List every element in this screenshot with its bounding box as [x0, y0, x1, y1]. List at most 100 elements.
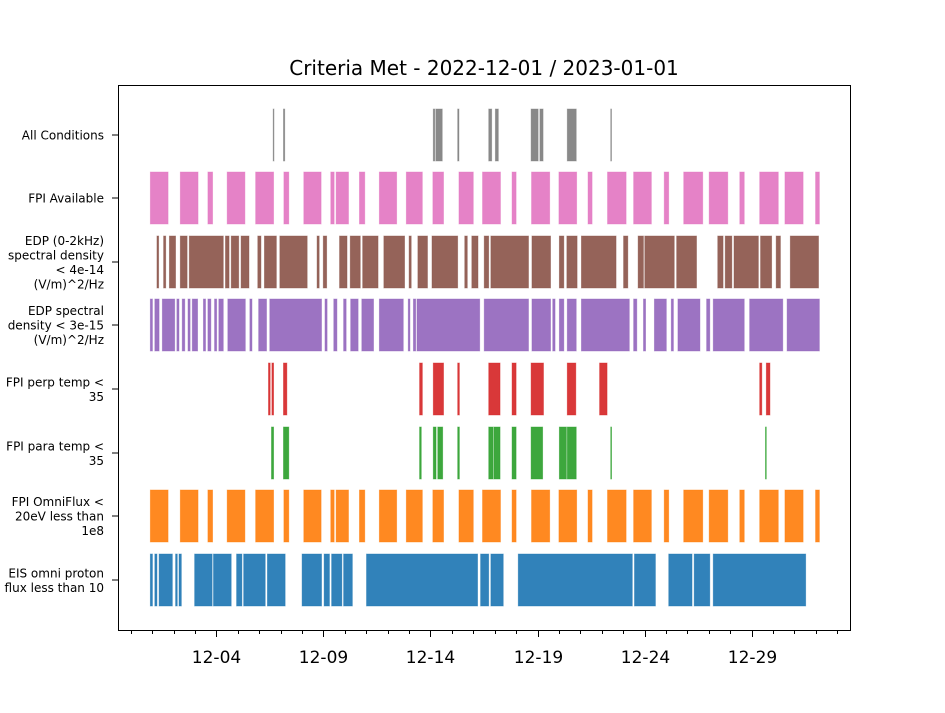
- interval-bar: [257, 235, 262, 289]
- interval-bar: [361, 298, 374, 352]
- interval-bar: [432, 171, 444, 225]
- x-tick-label: 12-19: [514, 648, 563, 668]
- interval-bar: [405, 489, 423, 543]
- interval-bar: [240, 235, 250, 289]
- interval-bar: [271, 362, 275, 416]
- interval-bar: [176, 298, 180, 352]
- interval-bar: [437, 426, 444, 480]
- interval-bar: [580, 235, 617, 289]
- interval-bar: [154, 298, 160, 352]
- interval-bar: [663, 171, 670, 225]
- interval-bar: [566, 108, 577, 162]
- interval-bar: [349, 235, 361, 289]
- series-2: [156, 235, 819, 289]
- interval-bar: [179, 235, 188, 289]
- interval-bar: [580, 298, 630, 352]
- interval-bar: [464, 235, 468, 289]
- interval-bar: [566, 426, 577, 480]
- interval-bar: [236, 553, 243, 607]
- interval-bar: [634, 553, 656, 607]
- interval-bar: [706, 298, 711, 352]
- interval-bar: [712, 553, 807, 607]
- interval-bar: [488, 362, 501, 416]
- interval-bar: [676, 235, 697, 289]
- interval-bar: [359, 489, 366, 543]
- y-tick-label: FPI OmniFlux <: [12, 495, 104, 509]
- interval-bar: [154, 553, 158, 607]
- interval-bar: [243, 553, 266, 607]
- interval-bar: [530, 362, 544, 416]
- interval-bar: [683, 171, 704, 225]
- interval-bar: [301, 553, 322, 607]
- interval-bar: [188, 235, 224, 289]
- interval-bar: [207, 298, 212, 352]
- x-tick-label: 12-14: [406, 648, 455, 668]
- interval-bar: [283, 426, 290, 480]
- interval-bar: [168, 235, 176, 289]
- interval-bar: [272, 108, 275, 162]
- interval-bar: [266, 553, 286, 607]
- interval-bar: [566, 298, 577, 352]
- interval-bar: [202, 298, 206, 352]
- interval-bar: [194, 553, 213, 607]
- interval-bar: [335, 171, 349, 225]
- interval-bar: [759, 362, 763, 416]
- interval-bar: [161, 298, 176, 352]
- interval-bar: [724, 235, 733, 289]
- interval-bar: [607, 171, 627, 225]
- series-7: [149, 553, 807, 607]
- interval-bar: [322, 235, 328, 289]
- interval-bar: [431, 235, 459, 289]
- interval-bar: [249, 298, 253, 352]
- interval-bar: [230, 235, 240, 289]
- interval-bar: [432, 426, 437, 480]
- series-3: [149, 298, 820, 352]
- y-tick-label: 35: [89, 454, 104, 468]
- interval-bar: [637, 235, 644, 289]
- interval-bar: [530, 426, 544, 480]
- interval-bar: [303, 171, 322, 225]
- interval-bar: [359, 171, 366, 225]
- interval-bar: [457, 108, 460, 162]
- interval-bar: [677, 298, 701, 352]
- x-tick-label: 12-04: [192, 648, 241, 668]
- interval-bar: [283, 171, 290, 225]
- interval-bar: [362, 235, 379, 289]
- interval-bar: [587, 489, 593, 543]
- y-tick-label: 20eV less than: [15, 510, 104, 524]
- interval-bar: [765, 362, 771, 416]
- interval-bar: [227, 298, 246, 352]
- interval-bar: [739, 171, 745, 225]
- interval-bar: [435, 108, 443, 162]
- interval-bar: [511, 426, 517, 480]
- interval-bar: [483, 235, 490, 289]
- interval-bar: [432, 362, 444, 416]
- interval-bar: [149, 298, 153, 352]
- interval-bar: [644, 235, 675, 289]
- y-tick-label: FPI Available: [28, 192, 104, 206]
- interval-bar: [339, 235, 348, 289]
- interval-bar: [187, 298, 191, 352]
- interval-bar: [599, 362, 608, 416]
- y-tick-label: EIS omni proton: [8, 566, 104, 580]
- interval-bar: [784, 489, 804, 543]
- plot-frame: [118, 85, 851, 631]
- y-axis: All Conditions FPI Available EDP (0-2kHz)s…: [5, 129, 118, 595]
- interval-bar: [765, 426, 767, 480]
- interval-bar: [480, 553, 490, 607]
- y-tick-label: (V/m)^2/Hz: [34, 333, 104, 347]
- interval-bar: [255, 171, 275, 225]
- interval-bar: [175, 553, 178, 607]
- interval-bar: [149, 553, 153, 607]
- interval-bar: [490, 553, 504, 607]
- interval-bar: [815, 171, 820, 225]
- y-tick-label: FPI para temp <: [6, 439, 104, 453]
- interval-bar: [610, 426, 612, 480]
- y-tick-label: EDP (0-2kHz): [25, 234, 104, 248]
- y-tick-label: density < 3e-15: [8, 319, 104, 333]
- interval-bar: [653, 298, 667, 352]
- interval-bar: [712, 298, 745, 352]
- interval-bar: [775, 235, 781, 289]
- interval-bar: [343, 298, 347, 352]
- interval-bar: [483, 298, 529, 352]
